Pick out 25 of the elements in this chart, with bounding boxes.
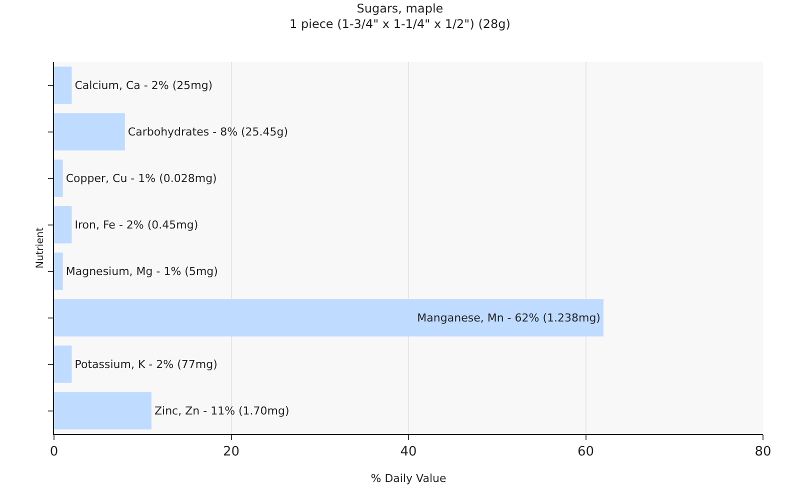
- category-label: Manganese, Mn - 62% (1.238mg): [417, 311, 600, 324]
- y-axis-title: Nutrient: [35, 227, 46, 269]
- bar: [54, 252, 63, 290]
- bar: [54, 66, 72, 104]
- bar: [54, 299, 604, 336]
- x-tick-label: 20: [222, 444, 240, 460]
- category-label: Magnesium, Mg - 1% (5mg): [66, 264, 218, 278]
- category-label: Potassium, K - 2% (77mg): [74, 358, 218, 371]
- bar: [54, 113, 125, 150]
- x-tick-label: 60: [577, 444, 594, 460]
- x-tick-label: 40: [400, 444, 417, 460]
- category-label: Calcium, Ca - 2% (25mg): [74, 78, 213, 92]
- bar: [54, 206, 72, 244]
- category-label: Carbohydrates - 8% (25.45g): [128, 125, 288, 138]
- x-tick-label: 80: [754, 444, 772, 460]
- bar: [54, 392, 152, 430]
- category-label: Iron, Fe - 2% (0.45mg): [74, 218, 198, 232]
- bar: [54, 346, 72, 383]
- bar: [54, 160, 63, 197]
- chart-title: Sugars, maple: [356, 2, 444, 16]
- x-tick-label: 0: [50, 444, 58, 460]
- x-axis-title: % Daily Value: [370, 472, 446, 485]
- category-label: Copper, Cu - 1% (0.028mg): [66, 172, 217, 185]
- category-label: Zinc, Zn - 11% (1.70mg): [154, 404, 290, 418]
- chart-subtitle: 1 piece (1-3/4" x 1-1/4" x 1/2") (28g): [290, 17, 510, 32]
